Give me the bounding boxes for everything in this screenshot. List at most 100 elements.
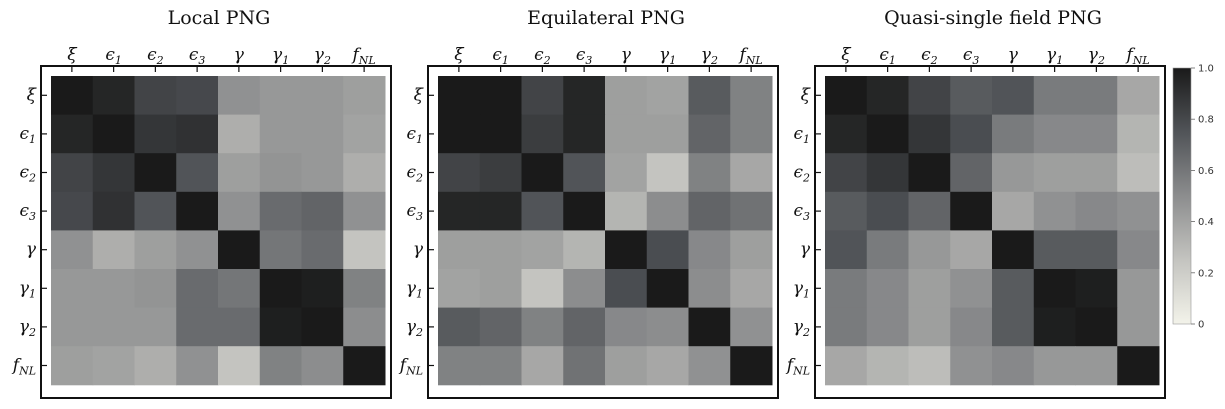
heatmap-cell: [730, 269, 773, 309]
heatmap-cell: [605, 153, 648, 193]
heatmap-cell: [950, 346, 993, 386]
heatmap-cell: [992, 153, 1035, 193]
heatmap-cell: [1117, 76, 1160, 116]
heatmap-cell: [218, 230, 261, 270]
heatmap-cell: [1033, 346, 1076, 386]
heatmap-cell: [563, 346, 606, 386]
heatmap-cell: [866, 269, 909, 309]
heatmap-cell: [134, 230, 177, 270]
heatmap-cell: [1117, 269, 1160, 309]
heatmap-cell: [1075, 230, 1118, 270]
heatmap-cell: [1075, 346, 1118, 386]
heatmap-cell: [825, 191, 868, 231]
y-tick-label: γ1: [793, 278, 810, 300]
heatmap-cell: [1117, 191, 1160, 231]
heatmap-cell: [259, 191, 302, 231]
colorbar: 1.0 0.8 0.6 0.4 0.2 0: [1172, 64, 1214, 331]
heatmap-cell: [688, 307, 731, 347]
heatmap-cell: [301, 191, 344, 231]
heatmap-cell: [646, 269, 689, 309]
colorbar-gradient: [1172, 67, 1192, 325]
heatmap-cell: [1033, 307, 1076, 347]
colorbar-tick-label: 0.4: [1198, 217, 1214, 228]
heatmap-cell: [521, 269, 564, 309]
y-tick-label: fNL: [785, 356, 810, 378]
heatmap-cell: [92, 114, 135, 154]
heatmap-cell: [950, 269, 993, 309]
heatmap-panel-2: Equilateral PNG ξ ξ ϵ1 ϵ1 ϵ2 ϵ2 ϵ3 ϵ3 γ γ γ1 γ1 γ2 γ2 f…: [398, 7, 779, 399]
heatmap-cell: [866, 76, 909, 116]
heatmap-cell: [343, 76, 386, 116]
heatmap-cell: [866, 191, 909, 231]
heatmap-cell: [908, 114, 951, 154]
heatmap-cell: [176, 269, 219, 309]
heatmap-cell: [992, 191, 1035, 231]
heatmap-cell: [92, 153, 135, 193]
heatmap-cell: [730, 76, 773, 116]
heatmap-cell: [51, 269, 94, 309]
heatmap-cell: [51, 114, 94, 154]
heatmap-cell: [646, 76, 689, 116]
heatmap-cell: [563, 76, 606, 116]
heatmap-cell: [730, 191, 773, 231]
heatmap-cell: [343, 191, 386, 231]
heatmap-cell: [92, 269, 135, 309]
heatmap-cell: [646, 191, 689, 231]
heatmap-cell: [521, 76, 564, 116]
panel-frame: [427, 65, 779, 399]
heatmap-cell: [730, 346, 773, 386]
heatmap-cell: [1117, 114, 1160, 154]
colorbar-tick-label: 1.0: [1198, 64, 1214, 75]
heatmap-cell: [259, 76, 302, 116]
heatmap-cell: [134, 153, 177, 193]
heatmap-cell: [950, 230, 993, 270]
heatmap-cell: [479, 269, 522, 309]
heatmap-cell: [730, 230, 773, 270]
heatmap-cell: [51, 346, 94, 386]
y-tick-label: ξ: [414, 85, 425, 105]
heatmap-cell: [301, 269, 344, 309]
heatmap-cell: [730, 153, 773, 193]
x-tick-label: γ: [621, 45, 632, 65]
heatmap-cell: [521, 230, 564, 270]
heatmap-cell: [259, 153, 302, 193]
heatmap-cell: [438, 76, 481, 116]
heatmap-cell: [301, 114, 344, 154]
heatmap-cell: [908, 153, 951, 193]
heatmap-cell: [134, 307, 177, 347]
heatmap-cell: [176, 153, 219, 193]
x-tick-label: ϵ3: [963, 45, 980, 67]
heatmap-cell: [992, 76, 1035, 116]
heatmap-cell: [825, 307, 868, 347]
heatmap-cell: [730, 114, 773, 154]
panel-title: Quasi-single field PNG: [884, 7, 1102, 29]
y-tick-label: ϵ3: [19, 201, 36, 223]
x-tick-label: γ2: [314, 45, 331, 67]
heatmap-cell: [646, 307, 689, 347]
heatmap-cell: [218, 114, 261, 154]
heatmap-cell: [605, 114, 648, 154]
heatmap-cell: [479, 191, 522, 231]
x-tick-label: ϵ1: [105, 45, 122, 67]
heatmap-cell: [825, 346, 868, 386]
heatmap-cell: [605, 76, 648, 116]
heatmap-cell: [825, 230, 868, 270]
heatmap-cell: [176, 114, 219, 154]
heatmap-cell: [688, 230, 731, 270]
heatmap-cell: [1075, 76, 1118, 116]
heatmap-cell: [134, 114, 177, 154]
x-tick-label: fNL: [1125, 45, 1150, 67]
x-tick-label: γ1: [659, 45, 676, 67]
heatmap-cell: [1075, 307, 1118, 347]
heatmap-cell: [1033, 114, 1076, 154]
heatmap-cell: [646, 153, 689, 193]
x-tick-label: γ: [234, 45, 245, 65]
heatmap-cell: [1117, 230, 1160, 270]
heatmap-cell: [301, 346, 344, 386]
heatmap-cell: [343, 307, 386, 347]
y-tick-label: ξ: [27, 85, 38, 105]
heatmap-cell: [479, 76, 522, 116]
y-tick-label: ϵ2: [793, 163, 810, 185]
heatmap-cell: [92, 76, 135, 116]
heatmap-cell: [1033, 230, 1076, 270]
